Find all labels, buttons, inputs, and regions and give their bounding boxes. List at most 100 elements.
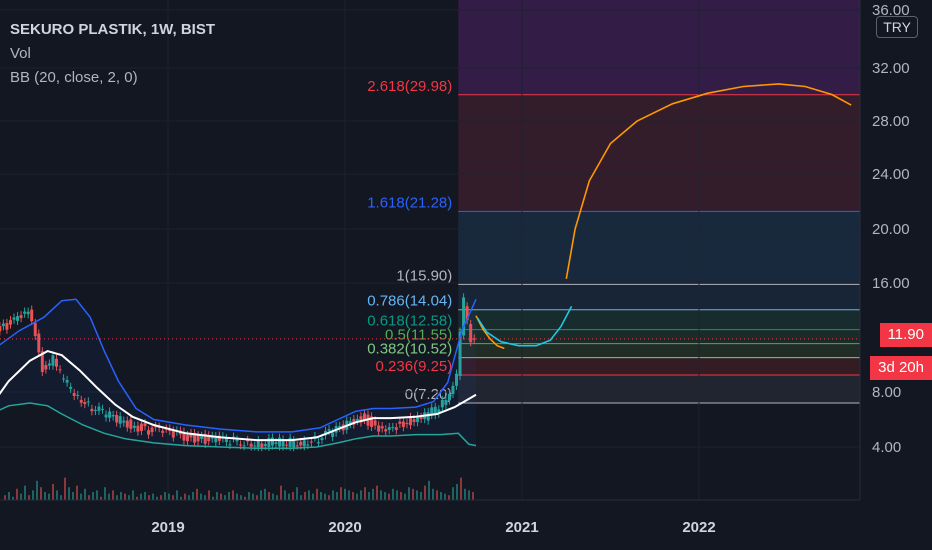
candle-body (416, 415, 420, 423)
fib-level-label: 1.618(21.28) (367, 194, 452, 211)
volume-bar (259, 490, 262, 500)
price-axis (860, 0, 932, 550)
candle-body (440, 399, 444, 408)
candle-body (147, 430, 151, 435)
candle-body (444, 399, 448, 405)
fib-zone (458, 211, 860, 285)
candle-body (0, 326, 2, 332)
candle-body (5, 322, 9, 330)
fib-zone (458, 357, 860, 375)
candle-body (362, 413, 366, 420)
volume-bar (99, 496, 102, 500)
volume-bar (67, 487, 70, 500)
bollinger-indicator-label[interactable]: BB (20, close, 2, 0) (10, 69, 138, 86)
price-axis-tick: 16.00 (872, 275, 910, 292)
countdown-tag: 3d 20h (870, 356, 932, 380)
volume-bar (239, 495, 242, 500)
fib-zone (458, 94, 860, 212)
volume-bar (327, 495, 330, 500)
candle-body (451, 385, 455, 394)
volume-bar (219, 493, 222, 500)
candle-body (44, 365, 48, 370)
volume-bar (59, 495, 62, 500)
candle-body (115, 414, 119, 423)
symbol-title[interactable]: SEKURO PLASTIK, 1W, BIST (10, 21, 216, 38)
candle-body (270, 437, 274, 446)
candle-body (281, 439, 285, 447)
fib-zone (458, 343, 860, 358)
candle-body (299, 441, 303, 446)
price-axis-tick: 28.00 (872, 113, 910, 130)
volume-indicator-label[interactable]: Vol (10, 45, 31, 62)
volume-bar (119, 492, 122, 500)
candle-body (391, 427, 395, 429)
volume-bar (451, 487, 454, 500)
candle-body (40, 351, 44, 373)
volume-bar (199, 493, 202, 500)
currency-button[interactable]: TRY (876, 16, 918, 38)
volume-bar (467, 490, 470, 500)
candle-body (86, 401, 90, 403)
volume-bar (391, 488, 394, 500)
chart-legend: SEKURO PLASTIK, 1W, BIST Vol BB (20, clo… (10, 18, 215, 90)
price-axis-tick: 8.00 (872, 384, 901, 401)
candle-body (306, 444, 310, 446)
candle-body (19, 315, 23, 319)
volume-bar (363, 487, 366, 500)
candle-body (380, 426, 384, 429)
candle-body (139, 423, 143, 431)
candle-body (462, 297, 466, 336)
volume-bar (443, 493, 446, 500)
volume-bar (107, 493, 110, 500)
volume-bar (83, 488, 86, 500)
projection-curve (565, 83, 852, 280)
volume-bar (367, 492, 370, 500)
candle-body (359, 416, 363, 423)
candle-body (62, 378, 66, 380)
volume-bar (163, 492, 166, 500)
candle-body (150, 427, 154, 433)
volume-bar (355, 493, 358, 500)
volume-bar (167, 493, 170, 500)
volume-bar (135, 496, 138, 500)
candle-body (1, 323, 5, 327)
candle-body (465, 306, 469, 321)
candle-body (104, 414, 108, 418)
volume-bar (63, 477, 66, 500)
candle-body (472, 338, 476, 340)
candle-body (76, 394, 80, 396)
fib-level-label: 0.5(11.55) (385, 327, 452, 344)
volume-bar (183, 493, 186, 500)
candle-body (154, 425, 158, 428)
volume-bar (215, 492, 218, 500)
candle-body (398, 421, 402, 424)
volume-bar (55, 490, 58, 500)
volume-bar (287, 493, 290, 500)
candle-body (384, 429, 388, 432)
volume-bar (35, 480, 38, 500)
candle-body (408, 416, 412, 426)
candle-body (136, 425, 140, 432)
volume-bar (311, 493, 314, 500)
candle-body (437, 409, 441, 414)
fib-level-label: 0.382(10.52) (367, 341, 452, 358)
volume-bar (335, 492, 338, 500)
candle-body (26, 311, 30, 315)
volume-bar (279, 485, 282, 500)
candle-body (469, 323, 473, 343)
candle-body (143, 423, 147, 427)
volume-bar (331, 490, 334, 500)
volume-bar (395, 490, 398, 500)
candle-body (295, 445, 299, 447)
volume-bar (319, 492, 322, 500)
candle-body (118, 416, 122, 424)
fib-zone-top (458, 0, 860, 95)
volume-bar (263, 488, 266, 500)
candle-body (338, 426, 342, 428)
volume-bar (191, 492, 194, 500)
volume-bar (455, 484, 458, 500)
candle-body (246, 439, 250, 442)
volume-bar (155, 496, 158, 500)
